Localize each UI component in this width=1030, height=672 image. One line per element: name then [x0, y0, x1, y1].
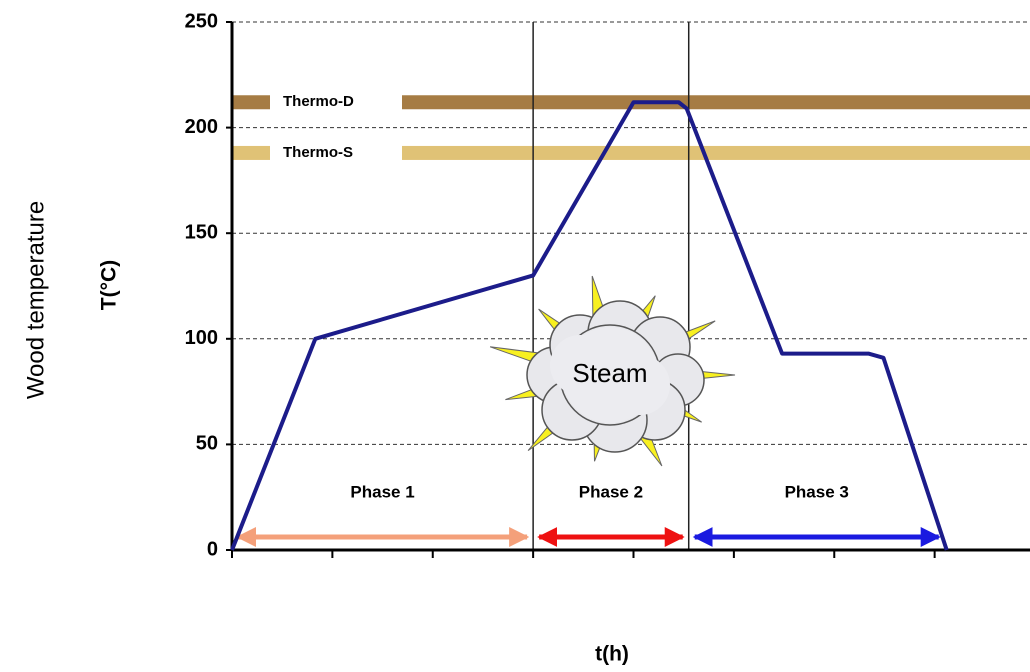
chart: Wood temperature T(°C) t(h) 0 50 100 150 200… — [0, 0, 1030, 672]
x-axis-label: t(h) — [595, 643, 629, 666]
y-tick-label: 250 — [185, 10, 218, 32]
band — [402, 95, 1030, 109]
y-axis-outer-label: Wood temperature — [22, 201, 49, 399]
band — [402, 146, 1030, 160]
phase-label: Phase 2 — [579, 482, 643, 501]
band — [232, 95, 270, 109]
phase-label: Phase 1 — [350, 482, 414, 501]
y-tick-label: 100 — [185, 327, 218, 349]
band-label: Thermo-S — [283, 144, 353, 161]
band — [232, 146, 270, 160]
y-tick-label: 50 — [196, 433, 218, 455]
y-tick-label: 0 — [207, 538, 218, 560]
annotation: Steam — [572, 358, 647, 388]
y-tick-label: 200 — [185, 116, 218, 138]
y-tick-label: 150 — [185, 221, 218, 243]
y-axis-label: T(°C) — [98, 260, 121, 310]
band-label: Thermo-D — [283, 93, 354, 110]
phase-label: Phase 3 — [785, 482, 849, 501]
